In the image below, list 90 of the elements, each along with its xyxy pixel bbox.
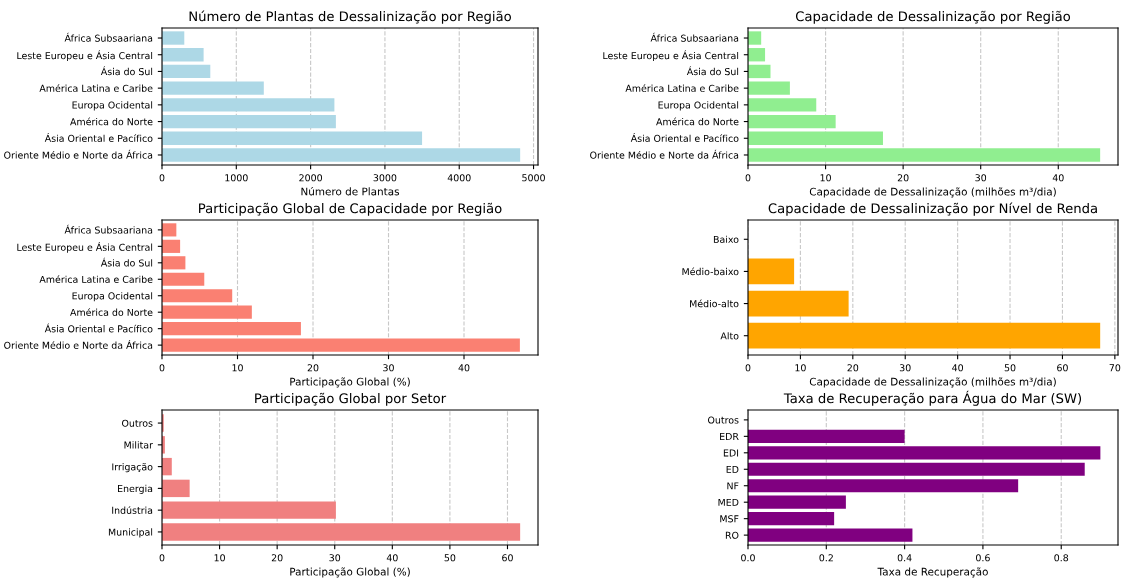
x-tick-label: 0.4: [897, 554, 912, 562]
x-axis-title: Participação Global (%): [290, 377, 410, 388]
y-tick-label: Médio-baixo: [682, 267, 739, 276]
x-axis-title: Número de Plantas: [301, 186, 400, 196]
chart-title: Participação Global por Setor: [255, 392, 447, 406]
x-tick-label: 10: [232, 364, 243, 372]
y-tick-label: MED: [718, 498, 739, 506]
x-tick-label: 0: [159, 174, 165, 182]
x-tick-label: 10: [795, 364, 806, 372]
x-tick-label: 50: [444, 554, 456, 562]
y-tick-label: América Latina e Caribe: [625, 84, 739, 92]
chart-title: Taxa de Recuperação para Água do Mar (SW): [783, 390, 1082, 406]
y-tick-label: Outros: [708, 416, 739, 424]
x-tick-label: 30: [899, 364, 911, 372]
y-tick-label: Leste Europeu e Ásia Central: [17, 241, 153, 253]
x-axis-title: Capacidade de Dessalinização (milhões m³/dia): [809, 187, 1056, 198]
y-tick-label: Alto: [720, 332, 739, 340]
y-tick-label: Oriente Médio e Norte da África: [4, 339, 153, 349]
y-tick-label: ED: [726, 465, 739, 473]
y-tick-label: Oriente Médio e Norte da África: [4, 149, 153, 159]
y-tick-label: NF: [727, 482, 739, 490]
x-tick-label: 40: [458, 364, 470, 372]
y-tick-label: Baixo: [713, 235, 739, 244]
x-tick-label: 20: [307, 364, 319, 372]
y-tick-label: Ásia do Sul: [100, 257, 153, 267]
x-tick-label: 20: [897, 174, 909, 182]
y-tick-label: Ásia Oriental e Pacífico: [44, 133, 153, 142]
y-tick-label: Ásia Oriental e Pacífico: [44, 323, 153, 333]
x-tick-label: 1000: [225, 174, 248, 182]
y-tick-label: América do Norte: [70, 308, 153, 316]
x-tick-label: 40: [952, 364, 964, 372]
x-axis-title: Capacidade de Dessalinização (milhões m³/dia): [809, 377, 1056, 388]
x-tick-label: 4000: [447, 174, 471, 182]
x-tick-label: 0.2: [819, 554, 833, 562]
y-tick-label: América do Norte: [70, 117, 153, 126]
x-tick-label: 30: [383, 364, 394, 372]
y-tick-label: Ásia Oriental e Pacífico: [630, 133, 739, 142]
y-tick-label: Leste Europeu e Ásia Central: [603, 50, 739, 62]
x-tick-label: 3000: [373, 174, 397, 182]
y-tick-label: Leste Europeu e Ásia Central: [17, 50, 153, 62]
y-tick-label: Médio-alto: [690, 299, 739, 308]
x-tick-label: 40: [386, 554, 398, 562]
y-tick-label: África Subsaariana: [64, 224, 153, 234]
y-tick-label: EDI: [723, 449, 739, 457]
y-tick-label: Indústria: [112, 506, 153, 514]
y-tick-label: Municipal: [108, 528, 153, 538]
x-tick-label: 60: [1057, 364, 1068, 372]
y-tick-label: Ásia do Sul: [100, 66, 153, 76]
chart-title: Capacidade de Dessalinização por Região: [795, 10, 1071, 24]
y-tick-label: América Latina e Caribe: [39, 84, 153, 92]
x-tick-label: 40: [1052, 174, 1064, 182]
x-tick-label: 0.6: [976, 554, 990, 562]
y-tick-label: Europa Ocidental: [658, 101, 739, 111]
x-tick-label: 60: [502, 554, 513, 562]
x-tick-label: 20: [847, 364, 859, 372]
y-tick-label: Ásia do Sul: [686, 66, 739, 76]
y-tick-label: Energia: [118, 484, 153, 494]
y-tick-label: África Subsaariana: [64, 32, 153, 42]
y-tick-label: Oriente Médio e Norte da África: [590, 149, 739, 159]
x-tick-label: 10: [820, 174, 831, 182]
x-tick-label: 0: [745, 174, 751, 182]
x-tick-label: 50: [1004, 364, 1016, 372]
y-tick-label: Europa Ocidental: [72, 292, 153, 302]
y-tick-label: América Latina e Caribe: [39, 275, 153, 283]
x-tick-label: 5000: [522, 174, 545, 182]
x-tick-label: 30: [329, 554, 341, 562]
y-tick-label: Militar: [124, 441, 153, 449]
x-tick-label: 30: [975, 174, 987, 182]
x-tick-label: 0: [745, 364, 751, 372]
x-tick-label: 20: [271, 554, 283, 562]
y-tick-label: Europa Ocidental: [72, 101, 153, 111]
x-axis-title: Participação Global (%): [290, 567, 410, 578]
chart-title: Número de Plantas de Dessalinização por Região: [189, 10, 511, 24]
x-tick-label: 0: [159, 364, 165, 372]
y-tick-label: África Subsaariana: [650, 32, 739, 42]
x-tick-label: 70: [1109, 364, 1121, 372]
x-tick-label: 2000: [299, 174, 323, 182]
x-axis-title: Taxa de Recuperação: [877, 567, 988, 578]
y-tick-label: América do Norte: [656, 117, 739, 126]
x-tick-label: 0.8: [1054, 554, 1069, 562]
x-tick-label: 0.0: [741, 554, 755, 562]
y-tick-label: EDR: [720, 433, 739, 440]
y-tick-label: RO: [725, 531, 739, 539]
y-tick-label: MSF: [720, 515, 739, 523]
chart-title: Participação Global de Capacidade por Região: [199, 202, 502, 216]
x-tick-label: 0: [159, 554, 165, 562]
x-tick-label: 10: [214, 554, 225, 562]
y-tick-label: Outros: [122, 419, 153, 427]
chart-title: Capacidade de Dessalinização por Nível de Renda: [768, 202, 1097, 216]
y-tick-label: Irrigação: [112, 462, 153, 473]
